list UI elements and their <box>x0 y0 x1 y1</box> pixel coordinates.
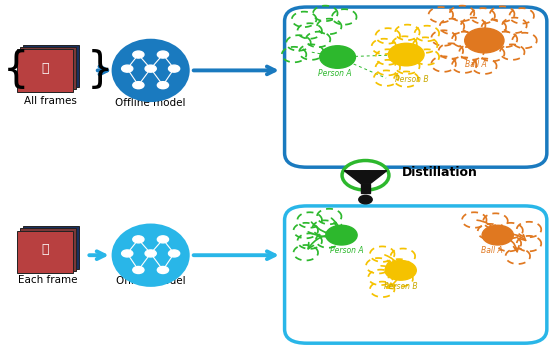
Circle shape <box>133 236 144 243</box>
Circle shape <box>465 28 504 53</box>
FancyBboxPatch shape <box>23 45 79 87</box>
Circle shape <box>122 250 133 257</box>
Circle shape <box>133 266 144 274</box>
Circle shape <box>133 82 144 89</box>
Text: Distillation: Distillation <box>402 166 478 179</box>
Text: Each frame: Each frame <box>18 275 77 285</box>
Circle shape <box>359 195 372 204</box>
Circle shape <box>122 65 133 72</box>
Text: {: { <box>3 49 29 92</box>
Circle shape <box>385 260 416 280</box>
Text: All frames: All frames <box>24 96 76 106</box>
FancyBboxPatch shape <box>23 226 79 269</box>
Circle shape <box>145 65 156 72</box>
Circle shape <box>326 225 357 245</box>
Circle shape <box>169 65 180 72</box>
Circle shape <box>169 250 180 257</box>
FancyBboxPatch shape <box>20 228 76 271</box>
Text: }: } <box>86 49 113 92</box>
Circle shape <box>320 46 355 68</box>
Text: Person A: Person A <box>318 69 352 78</box>
FancyBboxPatch shape <box>17 231 73 273</box>
Circle shape <box>157 266 169 274</box>
Circle shape <box>157 82 169 89</box>
Text: Person B: Person B <box>384 282 417 291</box>
Circle shape <box>482 225 513 245</box>
FancyBboxPatch shape <box>17 49 73 92</box>
Text: Ball A: Ball A <box>465 60 487 69</box>
Circle shape <box>388 43 424 66</box>
Ellipse shape <box>112 224 190 287</box>
Text: 🏃: 🏃 <box>41 243 49 256</box>
Circle shape <box>342 161 389 190</box>
Text: Offline model: Offline model <box>116 98 186 108</box>
FancyBboxPatch shape <box>285 7 547 167</box>
Circle shape <box>157 236 169 243</box>
Polygon shape <box>344 171 387 184</box>
Ellipse shape <box>112 39 190 102</box>
FancyBboxPatch shape <box>20 47 76 89</box>
Text: Ball A: Ball A <box>482 246 503 256</box>
Text: 🏃: 🏃 <box>41 62 49 75</box>
Polygon shape <box>361 184 370 193</box>
Circle shape <box>145 250 156 257</box>
Text: Online model: Online model <box>116 276 185 287</box>
Text: Person A: Person A <box>330 246 364 256</box>
Text: Person B: Person B <box>395 75 429 84</box>
Circle shape <box>157 51 169 58</box>
FancyBboxPatch shape <box>285 206 547 343</box>
Text: 👫👤: 👫👤 <box>359 169 372 178</box>
Circle shape <box>133 51 144 58</box>
